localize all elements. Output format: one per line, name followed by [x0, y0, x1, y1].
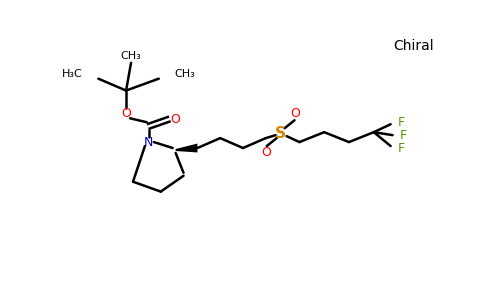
Text: O: O [290, 107, 301, 120]
Text: H₃C: H₃C [62, 69, 82, 79]
Text: O: O [121, 107, 131, 120]
Text: F: F [397, 116, 405, 129]
Text: O: O [171, 113, 181, 126]
Polygon shape [176, 144, 197, 152]
Text: CH₃: CH₃ [175, 69, 196, 79]
Text: S: S [275, 126, 286, 141]
Text: F: F [397, 142, 405, 154]
Text: F: F [399, 129, 407, 142]
Text: N: N [144, 136, 153, 148]
Text: O: O [261, 146, 271, 160]
Text: CH₃: CH₃ [121, 51, 141, 61]
Text: Chiral: Chiral [393, 39, 434, 53]
